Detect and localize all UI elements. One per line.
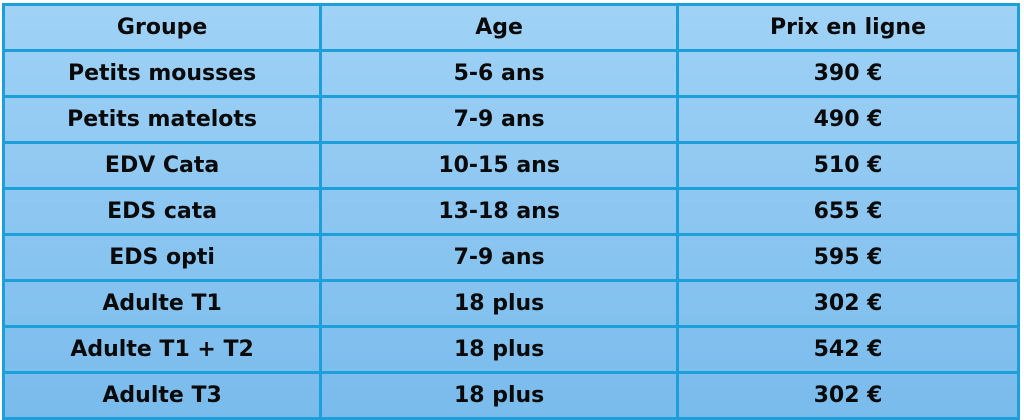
prix-cell: 390 € (676, 49, 1020, 98)
prix-cell: 490 € (676, 95, 1020, 144)
table-row: Adulte T1 18 plus 302 € (1, 279, 1020, 328)
table-row: Petits mousses 5-6 ans 390 € (1, 49, 1020, 98)
table-row: Adulte T3 18 plus 302 € (1, 371, 1020, 420)
header-age: Age (319, 3, 680, 52)
age-cell: 18 plus (319, 279, 680, 328)
prix-cell: 655 € (676, 187, 1020, 236)
groupe-cell: Adulte T3 (1, 371, 323, 420)
groupe-cell: Adulte T1 + T2 (1, 325, 323, 374)
groupe-cell: Petits mousses (1, 49, 323, 98)
table-row: EDS cata 13-18 ans 655 € (1, 187, 1020, 236)
age-cell: 10-15 ans (319, 141, 680, 190)
groupe-cell: EDS cata (1, 187, 323, 236)
prix-cell: 542 € (676, 325, 1020, 374)
price-table: Groupe Age Prix en ligne Petits mousses 5… (1, 3, 1020, 420)
prix-cell: 595 € (676, 233, 1020, 282)
age-cell: 13-18 ans (319, 187, 680, 236)
age-cell: 5-6 ans (319, 49, 680, 98)
table-row: Petits matelots 7-9 ans 490 € (1, 95, 1020, 144)
header-groupe: Groupe (1, 3, 323, 52)
age-cell: 7-9 ans (319, 95, 680, 144)
age-cell: 7-9 ans (319, 233, 680, 282)
table-row: Adulte T1 + T2 18 plus 542 € (1, 325, 1020, 374)
table-row: EDV Cata 10-15 ans 510 € (1, 141, 1020, 190)
prix-cell: 302 € (676, 371, 1020, 420)
prix-cell: 302 € (676, 279, 1020, 328)
prix-cell: 510 € (676, 141, 1020, 190)
header-row: Groupe Age Prix en ligne (1, 3, 1020, 52)
header-prix: Prix en ligne (676, 3, 1020, 52)
groupe-cell: Petits matelots (1, 95, 323, 144)
age-cell: 18 plus (319, 325, 680, 374)
groupe-cell: Adulte T1 (1, 279, 323, 328)
groupe-cell: EDS opti (1, 233, 323, 282)
table-row: EDS opti 7-9 ans 595 € (1, 233, 1020, 282)
groupe-cell: EDV Cata (1, 141, 323, 190)
age-cell: 18 plus (319, 371, 680, 420)
